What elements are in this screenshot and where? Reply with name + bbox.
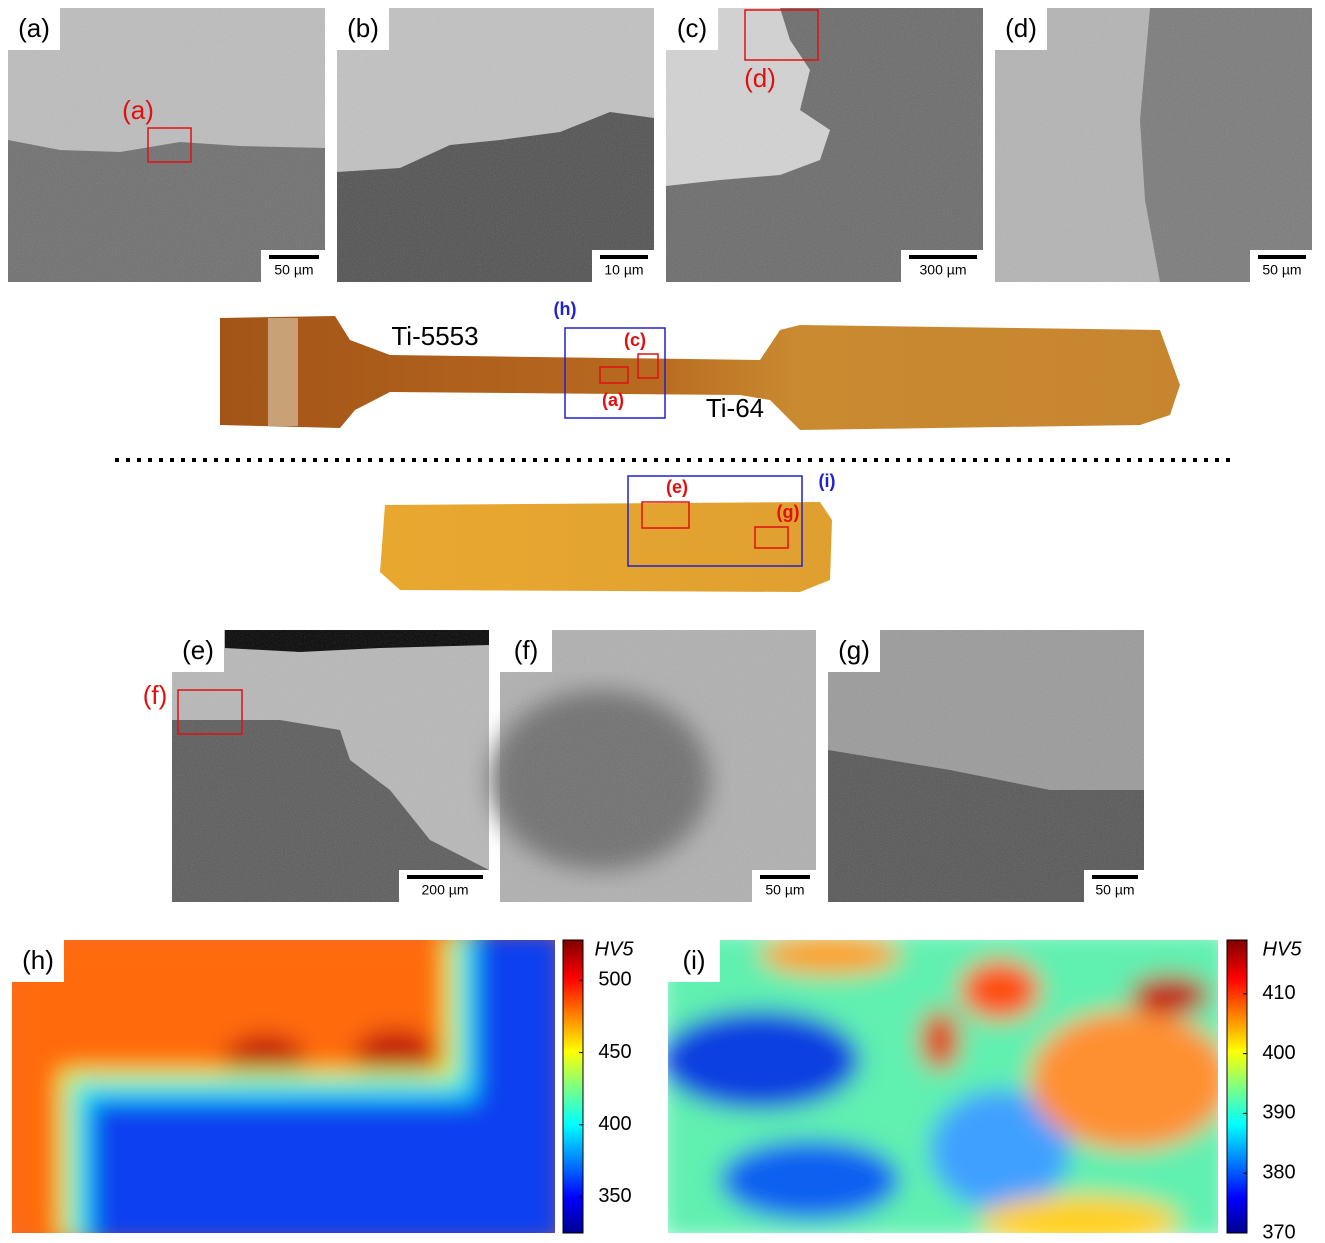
box-label: (g) (777, 502, 800, 522)
box-label: (h) (554, 299, 577, 319)
panel-label: (e) (182, 635, 214, 665)
label-box (828, 630, 880, 672)
label-box (666, 8, 718, 50)
label-box (668, 940, 720, 982)
hardness-map-h (12, 940, 555, 1233)
specimen-photo: (e) (g) (i) (380, 471, 836, 592)
colorbar-tick-label: 380 (1262, 1161, 1295, 1183)
panel-label: (d) (1005, 13, 1037, 43)
box-label: (e) (666, 477, 688, 497)
colorbar-tick-label: 500 (598, 969, 631, 991)
colorbar-tick-label: 450 (598, 1041, 631, 1063)
scale-label: 10 µm (604, 262, 643, 278)
scale-label: 200 µm (422, 882, 469, 898)
colorbar-ticks: 350 400 450 500 370 380 390 400 410 (579, 969, 1296, 1243)
label-box (500, 630, 552, 672)
panel-label: (c) (677, 13, 707, 43)
panel-label: (i) (682, 945, 705, 975)
label-box (172, 630, 224, 672)
panel-label: (h) (22, 945, 54, 975)
inset-label: (f) (143, 680, 168, 710)
micrograph-e: (f) (143, 630, 489, 902)
label-box (12, 940, 64, 982)
micrograph-d (995, 8, 1312, 282)
colorbar-tick-label: 350 (598, 1185, 631, 1207)
colorbar-tick-label: 390 (1262, 1102, 1295, 1124)
scale-label: 50 µm (765, 882, 804, 898)
panel-label: (g) (838, 635, 870, 665)
specimen-photo: Ti-5553 Ti-64 (h) (c) (a) (220, 299, 1180, 430)
box-label: (i) (819, 471, 836, 491)
label-box (995, 8, 1047, 50)
label-box (8, 8, 60, 50)
scale-label: 50 µm (1262, 262, 1301, 278)
colorbar-title: HV5 (1263, 938, 1303, 960)
colorbar-title: HV5 (595, 938, 635, 960)
panel-labels: (a) 50 µm (b) 10 µm (c) 300 µm (d) 50 µm (e) 200 … (8, 8, 1312, 982)
colorbar-tick-label: 400 (1262, 1042, 1295, 1064)
panel-label: (b) (347, 13, 379, 43)
micrograph-f (490, 630, 816, 902)
scale-label: 50 µm (274, 262, 313, 278)
micrograph-g (828, 630, 1144, 902)
colorbar-tick-label: 410 (1262, 982, 1295, 1004)
micrograph-b (337, 8, 654, 282)
colorbar-tick-label: 400 (598, 1113, 631, 1135)
panel-label: (f) (514, 635, 539, 665)
colorbar (562, 939, 584, 1234)
box-label: (c) (624, 330, 646, 350)
material-label: Ti-64 (706, 393, 764, 423)
label-box (337, 8, 389, 50)
scale-label: 50 µm (1095, 882, 1134, 898)
box-label: (a) (602, 390, 624, 410)
inset-label: (a) (122, 95, 154, 125)
micrograph-c: (d) (666, 8, 983, 282)
scale-label: 300 µm (920, 262, 967, 278)
colorbar-tick-label: 370 (1262, 1221, 1295, 1243)
material-label: Ti-5553 (391, 321, 478, 351)
micrograph-a: (a) (8, 8, 325, 282)
panel-label: (a) (18, 13, 50, 43)
inset-label: (d) (744, 63, 776, 93)
colorbar (1226, 939, 1248, 1234)
hardness-map-i (668, 940, 1218, 1233)
